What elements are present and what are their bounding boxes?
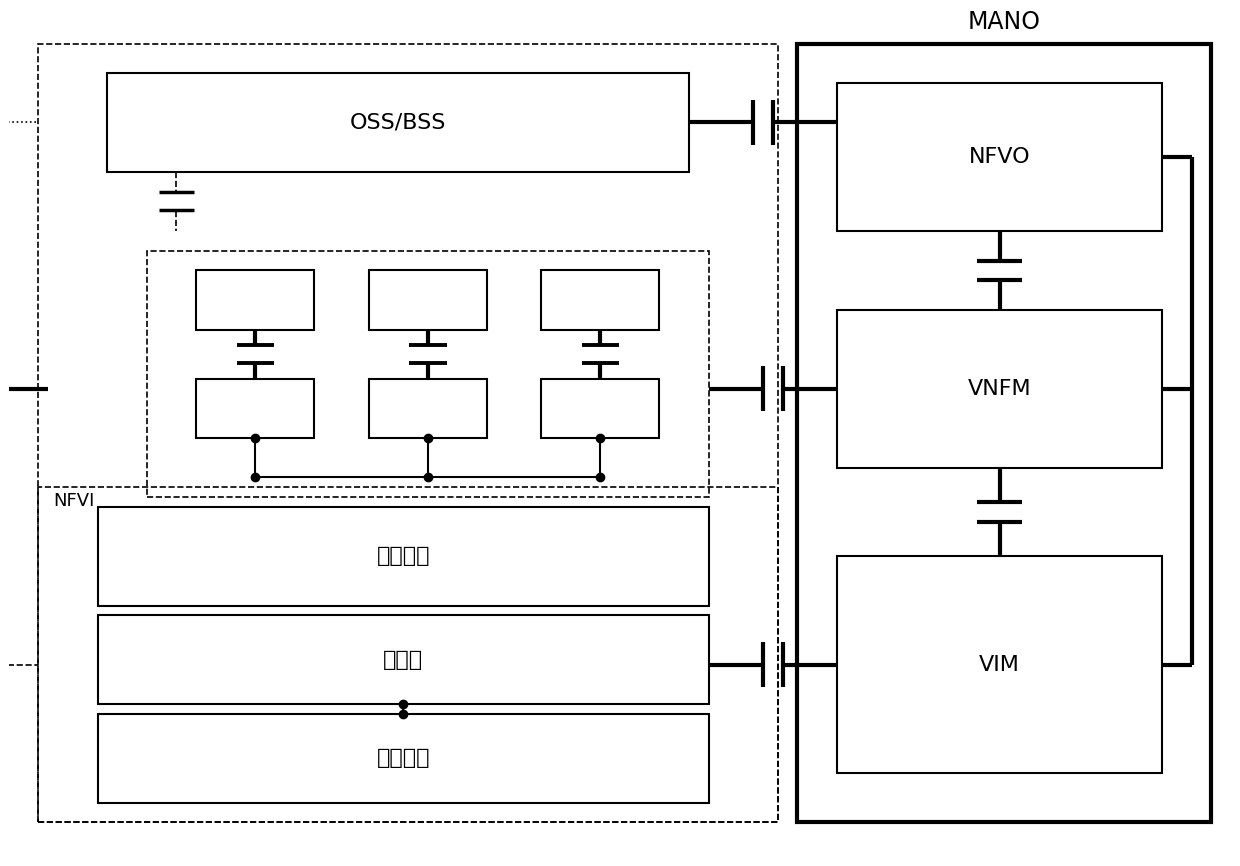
Bar	[837, 310, 1162, 468]
Text: VNF3: VNF3	[577, 399, 624, 417]
Text: VNF2: VNF2	[404, 399, 451, 417]
Bar	[837, 556, 1162, 773]
Bar	[368, 378, 487, 438]
Bar	[541, 378, 660, 438]
Text: VIM: VIM	[980, 655, 1021, 675]
Text: 硬件资源: 硬件资源	[377, 748, 430, 768]
Text: EMS2: EMS2	[403, 291, 453, 309]
Bar	[196, 378, 315, 438]
Bar	[196, 270, 315, 329]
Text: VNFM: VNFM	[967, 378, 1032, 398]
Bar	[98, 507, 709, 605]
Bar	[368, 270, 487, 329]
Bar	[541, 270, 660, 329]
Bar	[98, 714, 709, 803]
Text: EMS1: EMS1	[231, 291, 280, 309]
Bar	[108, 74, 689, 171]
Bar	[797, 43, 1211, 823]
Bar	[38, 488, 777, 823]
Text: NFVI: NFVI	[53, 492, 94, 510]
Bar	[837, 83, 1162, 231]
Text: 虚拟层: 虚拟层	[383, 650, 423, 669]
Text: OSS/BSS: OSS/BSS	[350, 113, 446, 132]
Bar	[98, 616, 709, 704]
Bar	[146, 250, 709, 497]
Text: 虚拟资源: 虚拟资源	[377, 546, 430, 566]
Text: VNF1: VNF1	[232, 399, 279, 417]
Text: MANO: MANO	[968, 10, 1040, 34]
Bar	[38, 43, 777, 823]
Text: NFVO: NFVO	[968, 147, 1030, 167]
Text: EMS3: EMS3	[575, 291, 625, 309]
